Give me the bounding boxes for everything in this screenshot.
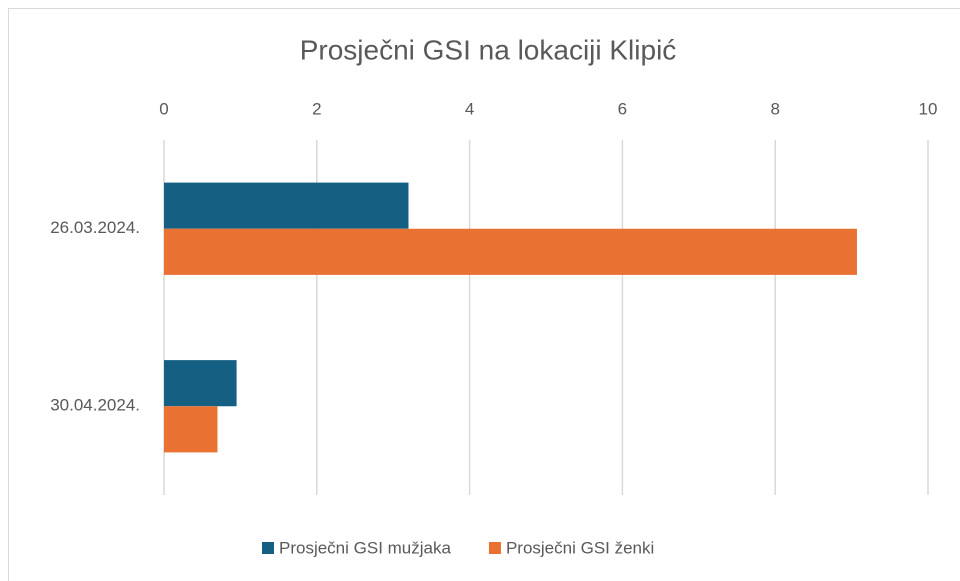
chart-title: Prosječni GSI na lokaciji Klipić <box>300 34 677 65</box>
bar <box>164 228 857 275</box>
legend-label: Prosječni GSI ženki <box>506 538 654 557</box>
bar <box>164 406 218 453</box>
bar <box>164 360 237 407</box>
x-tick-label: 2 <box>312 99 321 118</box>
legend-swatch <box>488 542 501 554</box>
x-tick-label: 8 <box>770 99 779 118</box>
chart-frame <box>8 8 960 581</box>
x-tick-label: 0 <box>159 99 168 118</box>
x-tick-label: 10 <box>919 99 938 118</box>
x-tick-label: 4 <box>465 99 474 118</box>
y-tick-label: 26.03.2024. <box>50 218 140 237</box>
y-tick-label: 30.04.2024. <box>50 396 140 415</box>
legend-swatch <box>262 542 274 554</box>
legend-label: Prosječni GSI mužjaka <box>279 538 451 557</box>
x-tick-label: 6 <box>618 99 627 118</box>
bar <box>164 182 409 229</box>
